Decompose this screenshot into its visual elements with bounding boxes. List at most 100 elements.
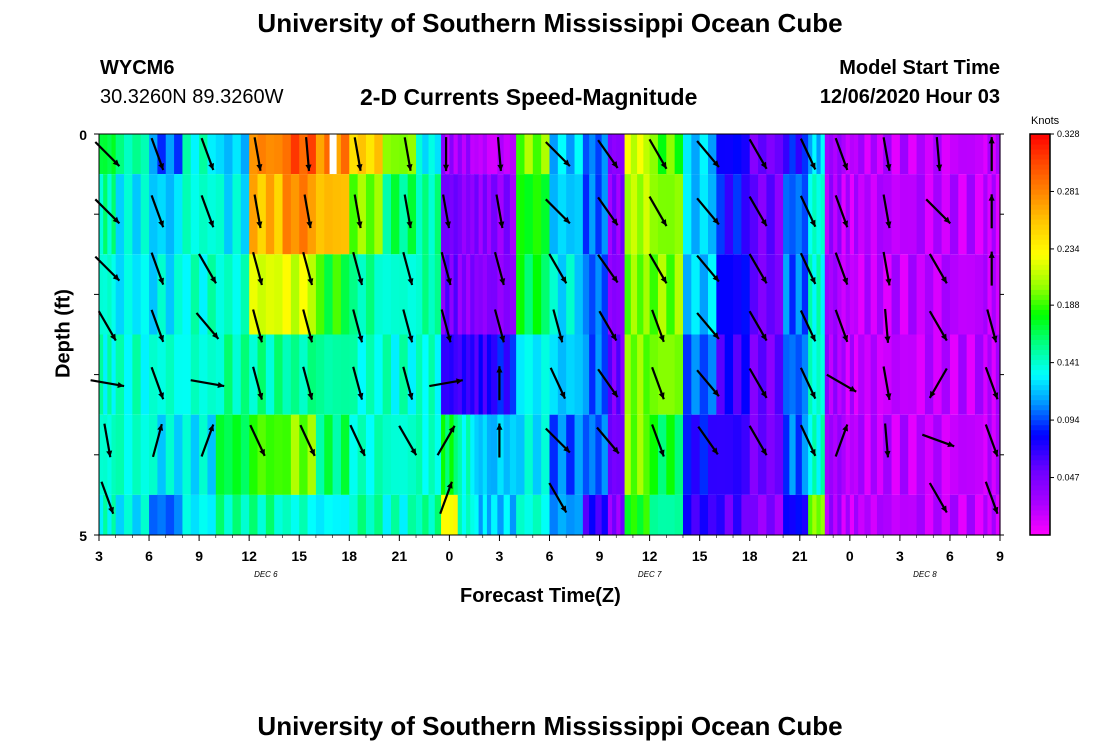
heatmap-cell	[870, 494, 878, 535]
heatmap-cell	[557, 134, 567, 175]
heatmap-cell	[215, 494, 225, 535]
heatmap-cell	[516, 254, 526, 335]
heatmap-cell	[983, 254, 989, 335]
heatmap-cell	[808, 134, 813, 175]
heatmap-cell	[995, 494, 1001, 535]
heatmap-cell	[916, 334, 926, 415]
heatmap-cell	[949, 134, 959, 175]
heatmap-cell	[274, 494, 284, 535]
heatmap-cell	[441, 254, 446, 335]
heatmap-cell	[541, 334, 551, 415]
heatmap-cell	[582, 414, 590, 495]
current-vector-arrowhead	[208, 220, 214, 228]
heatmap-cell	[111, 494, 117, 535]
current-vector-arrowhead	[257, 392, 264, 400]
heatmap-cell	[864, 334, 872, 415]
heatmap-cell	[482, 414, 488, 495]
heatmap-cell	[470, 414, 476, 495]
heatmap-cell	[149, 254, 158, 335]
heatmap-cell	[474, 174, 480, 255]
heatmap-cell	[691, 134, 701, 175]
heatmap-cell	[357, 494, 367, 535]
colorbar-segment	[1030, 394, 1050, 401]
x-tick-label: 3	[896, 548, 904, 564]
heatmap-cell	[103, 174, 108, 255]
colorbar-segment	[1030, 509, 1050, 516]
heatmap-cell	[374, 414, 384, 495]
colorbar-segment	[1030, 284, 1050, 290]
current-vector-arrowhead	[991, 335, 998, 343]
heatmap-cell	[758, 414, 767, 495]
heatmap-cell	[232, 414, 242, 495]
colorbar-segment	[1030, 334, 1050, 341]
current-vector-arrowhead	[712, 274, 719, 282]
heatmap-cell	[876, 174, 884, 255]
current-vector-arrowhead	[217, 382, 225, 389]
x-tick-label: 12	[241, 548, 257, 564]
heatmap-cell	[390, 254, 400, 335]
model-start-value: 12/06/2020 Hour 03	[819, 86, 1000, 108]
current-vector-arrowhead	[611, 161, 618, 168]
colorbar-segment	[1030, 279, 1050, 285]
heatmap-cell	[332, 174, 342, 255]
colorbar-segment	[1030, 339, 1050, 346]
heatmap-cell	[461, 174, 467, 255]
heatmap-cell	[324, 334, 334, 415]
heatmap-cell	[407, 414, 417, 495]
current-vector-arrowhead	[760, 276, 767, 284]
heatmap-cell	[783, 254, 790, 335]
heatmap-cell	[837, 494, 843, 535]
heatmap-cell	[365, 414, 375, 495]
heatmap-cell	[486, 334, 492, 415]
heatmap-cell	[290, 334, 300, 415]
heatmap-cell	[812, 334, 818, 415]
heatmap-cell	[503, 414, 511, 495]
heatmap-cell	[924, 174, 934, 255]
heatmap-cell	[115, 414, 125, 495]
heatmap-cell	[958, 414, 968, 495]
heatmap-cell	[390, 334, 400, 415]
heatmap-cell	[891, 254, 901, 335]
heatmap-cell	[257, 174, 267, 255]
current-vector-arrowhead	[410, 448, 417, 456]
heatmap-cell	[124, 334, 133, 415]
heatmap-cell	[849, 414, 855, 495]
heatmap-cell	[557, 334, 567, 415]
x-tick-label: 6	[946, 548, 954, 564]
current-vector-arrowhead	[496, 423, 503, 430]
heatmap-cell	[382, 134, 392, 175]
heatmap-cell	[165, 134, 175, 175]
heatmap-cell	[966, 174, 976, 255]
heatmap-cell	[983, 334, 989, 415]
heatmap-cell	[453, 254, 459, 335]
heatmap-cell	[649, 174, 659, 255]
heatmap-cell	[983, 494, 989, 535]
colorbar-segment	[1030, 234, 1050, 240]
current-vector-arrowhead	[357, 392, 364, 400]
heatmap-cell	[224, 334, 234, 415]
y-tick-label: 0	[79, 127, 87, 143]
heatmap-cell	[207, 254, 217, 335]
heatmap-cell	[716, 414, 726, 495]
current-vector-arrowhead	[809, 448, 816, 456]
colorbar-segment	[1030, 204, 1050, 210]
heatmap-cell	[516, 334, 526, 415]
colorbar-segment	[1030, 219, 1050, 225]
x-tick-label: 6	[145, 548, 153, 564]
heatmap-cell	[461, 494, 467, 535]
colorbar-segment	[1030, 364, 1050, 371]
heatmap-cell	[820, 414, 826, 495]
heatmap-cell	[491, 254, 498, 335]
heatmap-cell	[307, 254, 317, 335]
heatmap-cell	[630, 414, 638, 495]
heatmap-cell	[883, 254, 893, 335]
current-vector-arrowhead	[256, 221, 263, 229]
colorbar-segment	[1030, 324, 1050, 330]
heatmap-cell	[749, 494, 759, 535]
heatmap-cell	[340, 494, 350, 535]
heatmap-cell	[99, 414, 104, 495]
heatmap-cell	[207, 134, 217, 175]
colorbar-tick-label: 0.094	[1057, 415, 1080, 425]
heatmap-cell	[908, 494, 918, 535]
